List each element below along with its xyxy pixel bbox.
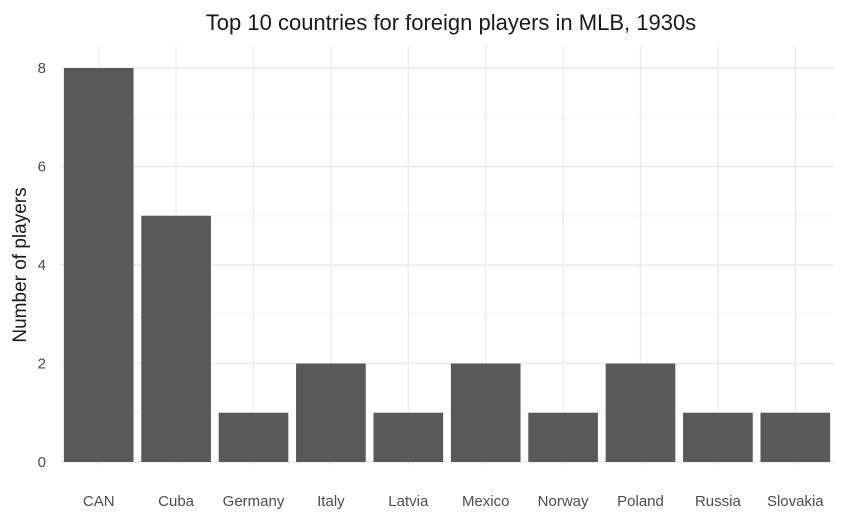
bar-slovakia [760,412,831,462]
bar-mexico [450,363,521,462]
bar-germany [218,412,289,462]
x-tick-label: Germany [223,493,285,510]
x-tick-label: Poland [617,493,664,510]
x-tick-label: Norway [538,493,589,510]
bars [63,68,831,462]
x-tick-label: Cuba [158,493,195,510]
bar-can [63,68,134,462]
x-tick-label: Latvia [388,493,429,510]
y-axis-label: Number of players [10,187,31,342]
y-tick-label: 8 [38,60,46,77]
y-tick-label: 0 [38,454,46,471]
x-tick-label: CAN [83,493,115,510]
x-tick-label: Mexico [462,493,510,510]
bar-latvia [373,412,444,462]
y-tick-label: 4 [38,257,46,274]
x-tick-label: Russia [695,493,742,510]
x-tick-label: Slovakia [767,493,824,510]
bar-cuba [141,215,211,462]
y-tick-label: 6 [38,159,46,176]
bar-russia [683,412,753,462]
bar-italy [296,363,366,462]
x-tick-label: Italy [317,493,345,510]
y-tick-labels: 0 2 4 6 8 [38,60,46,471]
x-tick-labels: CAN Cuba Germany Italy Latvia Mexico Norway Pol… [83,493,824,510]
bar-norway [528,412,598,462]
y-tick-label: 2 [38,356,46,373]
bar-poland [605,363,676,462]
chart-title: Top 10 countries for foreign players in … [206,10,696,35]
